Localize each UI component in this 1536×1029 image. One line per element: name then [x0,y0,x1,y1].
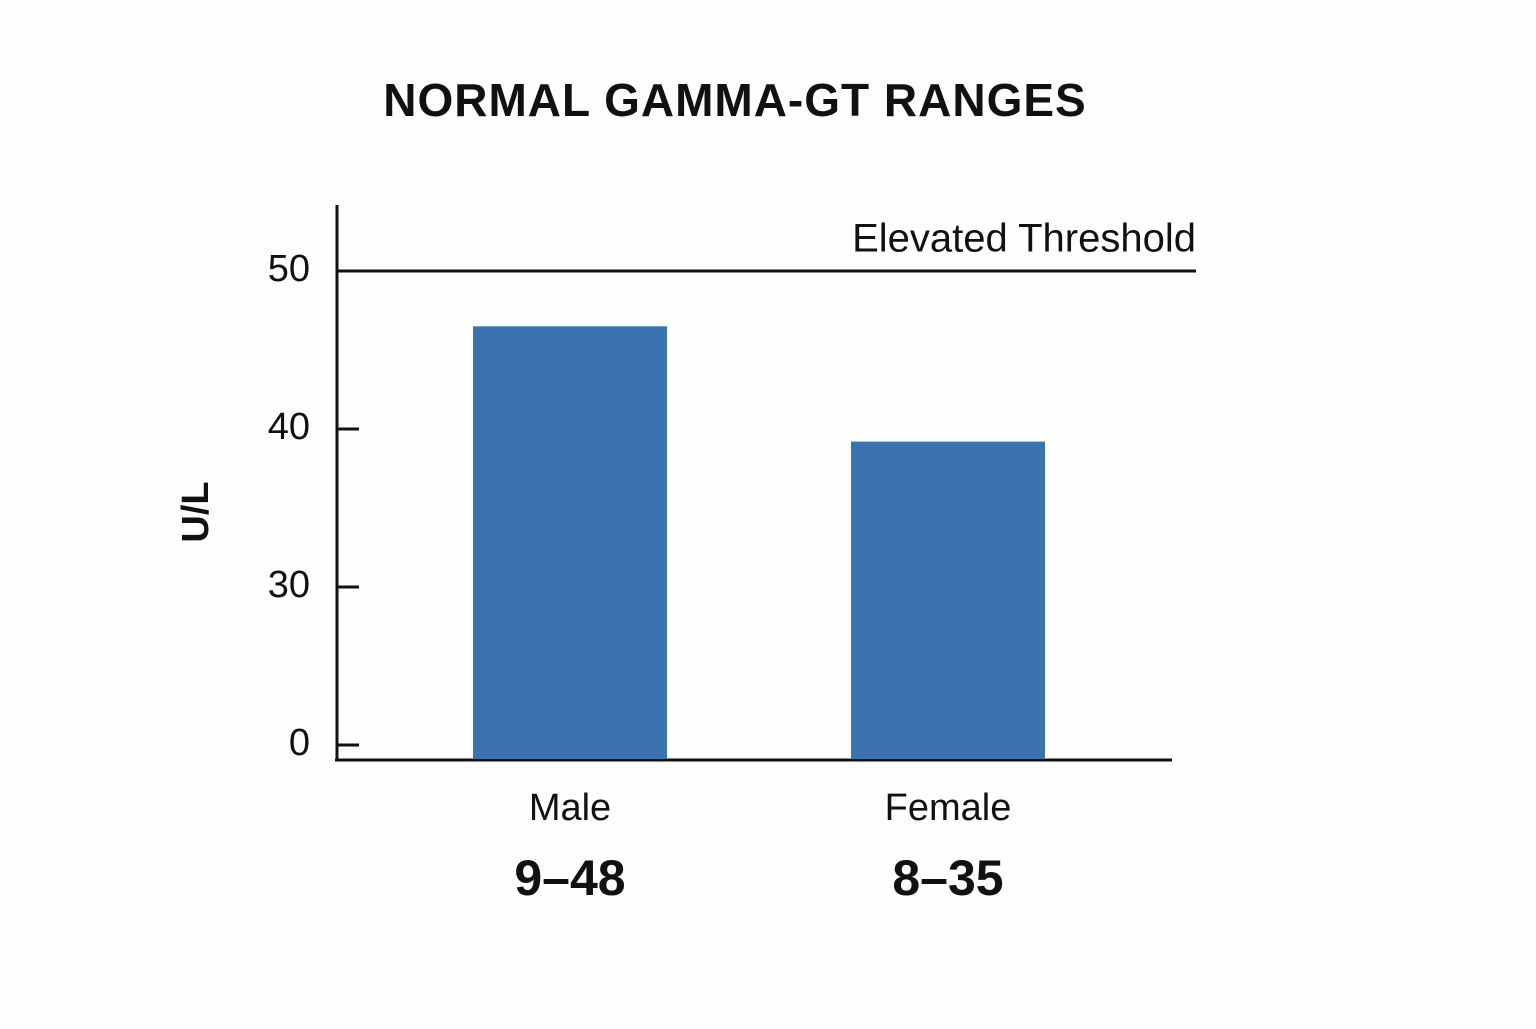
range-label: 8–35 [892,850,1003,906]
chart-title: NORMAL GAMMA-GT RANGES [383,74,1086,126]
bar [473,326,667,759]
x-tick-label: Male [529,787,611,829]
x-tick-label: Female [885,787,1012,829]
y-tick-label: 50 [268,248,310,290]
bar [851,441,1045,759]
y-tick-label: 0 [289,722,310,764]
range-label: 9–48 [514,850,625,906]
y-tick-label: 40 [268,406,310,448]
threshold-label: Elevated Threshold [852,217,1196,261]
y-axis-label: U/L [175,481,217,542]
y-tick-label: 30 [268,564,310,606]
